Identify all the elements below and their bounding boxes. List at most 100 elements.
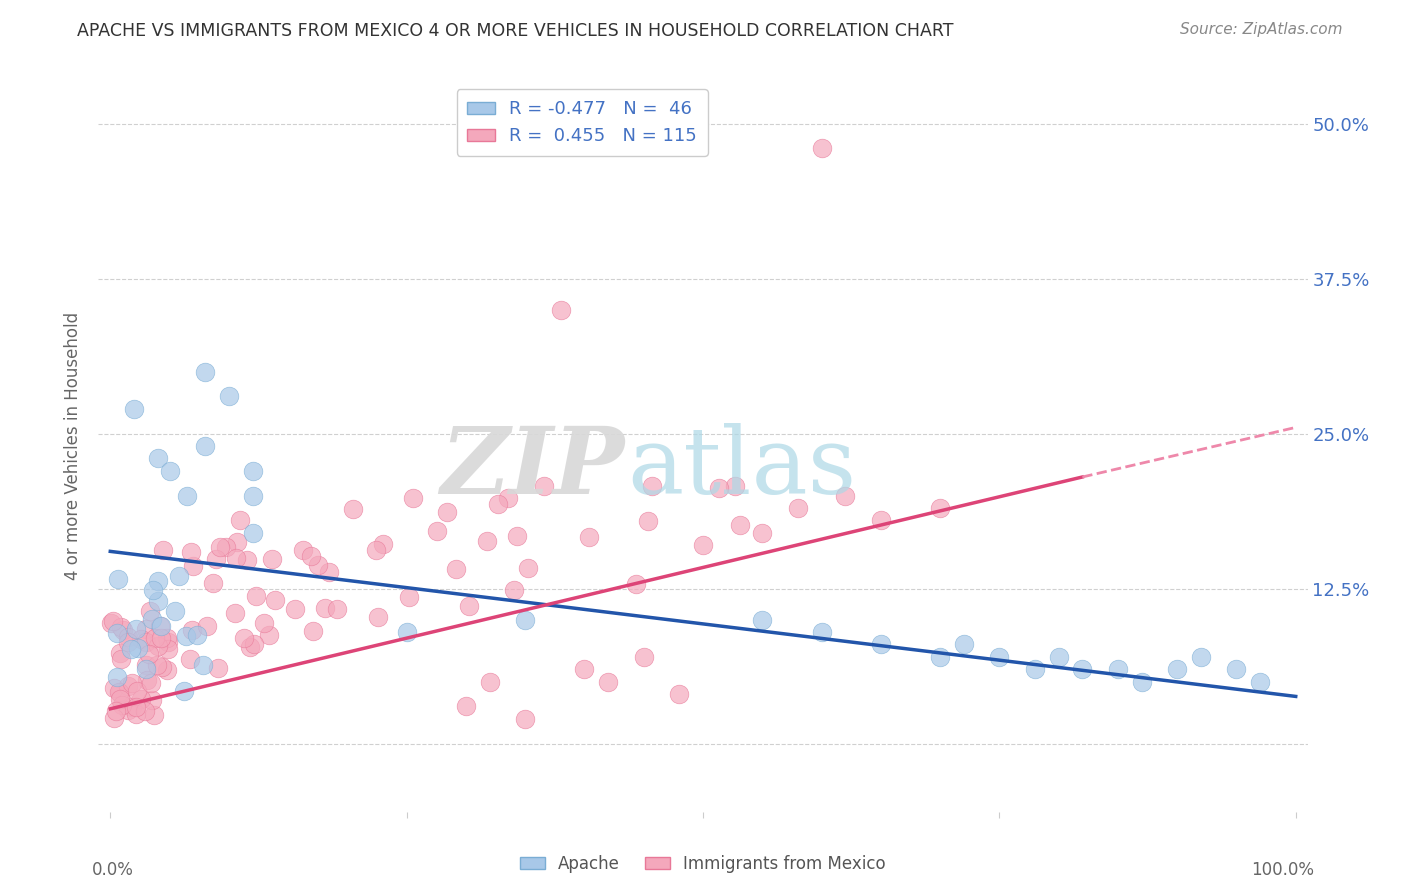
Point bbox=[302, 624, 325, 638]
Point bbox=[641, 479, 664, 493]
Point bbox=[103, 681, 125, 695]
Point bbox=[125, 700, 148, 714]
Point bbox=[318, 565, 340, 579]
Point bbox=[1225, 662, 1247, 676]
Point bbox=[105, 705, 128, 719]
Legend: Apache, Immigrants from Mexico: Apache, Immigrants from Mexico bbox=[513, 848, 893, 880]
Point bbox=[264, 592, 287, 607]
Point bbox=[141, 693, 163, 707]
Point bbox=[574, 662, 596, 676]
Point bbox=[371, 537, 394, 551]
Point bbox=[155, 631, 177, 645]
Point bbox=[239, 640, 262, 655]
Point bbox=[135, 635, 157, 649]
Legend: R = -0.477   N =  46, R =  0.455   N = 115: R = -0.477 N = 46, R = 0.455 N = 115 bbox=[457, 89, 707, 156]
Point bbox=[150, 660, 173, 674]
Point bbox=[156, 663, 179, 677]
Point bbox=[173, 684, 195, 698]
Point bbox=[103, 711, 125, 725]
Point bbox=[314, 601, 336, 615]
Point bbox=[366, 543, 388, 558]
Point bbox=[150, 631, 173, 645]
Point bbox=[724, 479, 747, 493]
Point bbox=[135, 661, 157, 675]
Point bbox=[477, 533, 499, 548]
Point bbox=[225, 535, 247, 549]
Point bbox=[127, 684, 149, 698]
Point bbox=[191, 658, 214, 673]
Point bbox=[624, 576, 647, 591]
Point bbox=[728, 518, 751, 533]
Y-axis label: 4 or more Vehicles in Household: 4 or more Vehicles in Household bbox=[65, 312, 83, 580]
Point bbox=[225, 550, 247, 565]
Point bbox=[257, 628, 280, 642]
Point bbox=[163, 604, 186, 618]
Point bbox=[486, 497, 509, 511]
Point bbox=[707, 481, 730, 495]
Point bbox=[426, 524, 449, 538]
Point bbox=[988, 649, 1011, 664]
Point bbox=[598, 674, 620, 689]
Point bbox=[1107, 662, 1129, 676]
Point bbox=[218, 389, 240, 403]
Point bbox=[307, 558, 329, 572]
Point bbox=[176, 489, 198, 503]
Point bbox=[135, 657, 157, 672]
Point bbox=[401, 491, 423, 505]
Point bbox=[398, 590, 420, 604]
Point bbox=[146, 594, 169, 608]
Point bbox=[101, 614, 124, 628]
Point bbox=[215, 541, 238, 555]
Point bbox=[550, 302, 572, 317]
Point bbox=[180, 545, 202, 559]
Point bbox=[436, 505, 458, 519]
Point bbox=[176, 629, 198, 643]
Point bbox=[668, 687, 690, 701]
Point bbox=[342, 502, 364, 516]
Point bbox=[253, 615, 276, 630]
Point bbox=[633, 649, 655, 664]
Point bbox=[117, 680, 139, 694]
Point bbox=[135, 673, 157, 688]
Point bbox=[181, 623, 204, 637]
Point bbox=[1024, 662, 1046, 676]
Point bbox=[506, 529, 529, 543]
Point bbox=[111, 698, 134, 712]
Point bbox=[156, 641, 179, 656]
Point bbox=[117, 630, 139, 644]
Point bbox=[533, 478, 555, 492]
Point bbox=[107, 685, 129, 699]
Point bbox=[125, 622, 148, 636]
Point bbox=[242, 464, 264, 478]
Point bbox=[952, 637, 974, 651]
Text: atlas: atlas bbox=[627, 423, 856, 513]
Point bbox=[242, 525, 264, 540]
Point bbox=[869, 637, 891, 651]
Point bbox=[751, 525, 773, 540]
Point bbox=[146, 451, 169, 466]
Point bbox=[202, 575, 225, 590]
Point bbox=[786, 500, 808, 515]
Point bbox=[129, 632, 152, 647]
Point bbox=[142, 708, 165, 723]
Point bbox=[457, 599, 479, 613]
Point bbox=[692, 538, 714, 552]
Point bbox=[138, 647, 160, 661]
Point bbox=[125, 707, 148, 722]
Point bbox=[637, 515, 659, 529]
Point bbox=[292, 543, 315, 558]
Point bbox=[149, 618, 172, 632]
Point bbox=[121, 676, 143, 690]
Point bbox=[207, 661, 229, 675]
Point bbox=[1071, 662, 1094, 676]
Point bbox=[515, 613, 537, 627]
Point bbox=[117, 635, 139, 649]
Point bbox=[127, 640, 149, 655]
Point bbox=[242, 489, 264, 503]
Point bbox=[150, 619, 173, 633]
Point bbox=[141, 612, 163, 626]
Point bbox=[105, 626, 128, 640]
Point bbox=[1166, 662, 1188, 676]
Point bbox=[181, 559, 204, 574]
Point bbox=[142, 583, 165, 598]
